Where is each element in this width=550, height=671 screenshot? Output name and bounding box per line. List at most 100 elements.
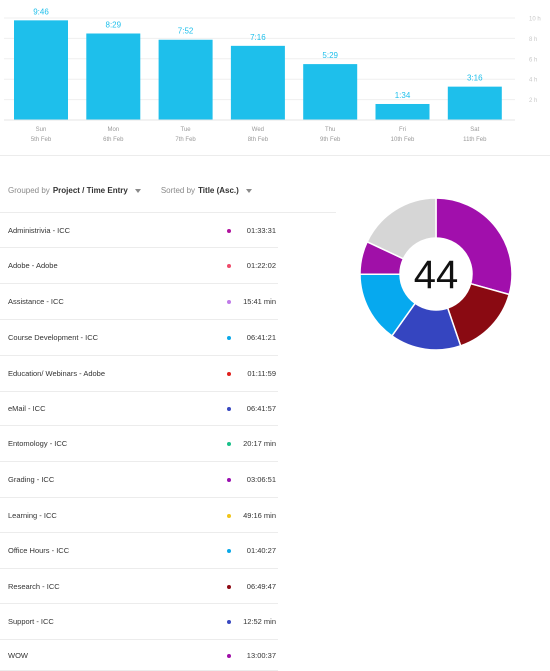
list-header-divider — [0, 212, 336, 213]
color-dot-icon — [227, 585, 231, 589]
bar-wed[interactable] — [230, 45, 285, 120]
x-tick-day: Sat — [470, 127, 479, 133]
section-divider — [0, 155, 550, 156]
entry-title: Assistance - ICC — [8, 297, 64, 306]
color-dot-icon — [227, 336, 231, 340]
entry-title: Research - ICC — [8, 582, 60, 591]
sort-by-dropdown[interactable]: Sorted by Title (Asc.) — [161, 186, 252, 195]
donut-center-label: 44 — [414, 253, 459, 297]
list-item[interactable]: Learning - ICC 49:16 min — [0, 498, 278, 533]
color-dot-icon — [227, 264, 231, 268]
color-dot-icon — [227, 300, 231, 304]
entry-duration: 01:22:02 — [246, 261, 276, 270]
entry-title: eMail - ICC — [8, 404, 46, 413]
y-tick-label: 10 h — [529, 17, 541, 23]
x-tick-date: 11th Feb — [463, 137, 487, 143]
daily-bar-chart: 2 h 4 h 6 h 8 h 10 h 9:46 Sun 5th Feb 8:29 Mon 6th… — [4, 7, 541, 143]
project-donut-chart: 44 — [359, 197, 513, 351]
list-item[interactable]: Education/ Webinars - Adobe 01:11:59 — [0, 356, 278, 392]
entry-duration: 01:33:31 — [246, 226, 276, 235]
entry-title: Education/ Webinars - Adobe — [8, 369, 106, 378]
entry-title: WOW — [8, 651, 28, 660]
color-dot-icon — [227, 442, 231, 446]
y-tick-label: 2 h — [529, 98, 537, 104]
color-dot-icon — [227, 654, 231, 658]
bar-value-label: 5:29 — [322, 51, 338, 60]
entry-duration: 49:16 min — [243, 511, 276, 520]
list-item[interactable]: Adobe - Adobe 01:22:02 — [0, 248, 278, 284]
entry-title: Course Development - ICC — [8, 333, 99, 342]
list-item[interactable]: Course Development - ICC 06:41:21 — [0, 320, 278, 356]
entry-duration: 06:41:57 — [246, 404, 276, 413]
bar-mon[interactable] — [86, 33, 141, 121]
bar-value-label: 3:16 — [467, 74, 483, 83]
entry-title: Office Hours - ICC — [8, 546, 70, 555]
bar-value-label: 9:46 — [33, 7, 49, 16]
entry-title: Grading - ICC — [8, 475, 55, 484]
color-dot-icon — [227, 620, 231, 624]
x-tick-date: 6th Feb — [103, 137, 124, 143]
bar-sun[interactable] — [14, 20, 68, 120]
x-tick-date: 8th Feb — [248, 137, 269, 143]
group-by-value: Project / Time Entry — [52, 186, 128, 195]
list-item[interactable]: Office Hours - ICC 01:40:27 — [0, 533, 278, 569]
bar-value-label: 7:52 — [178, 27, 194, 36]
y-tick-label: 8 h — [529, 37, 537, 43]
entry-duration: 13:00:37 — [246, 651, 276, 660]
x-tick-day: Mon — [107, 127, 119, 133]
bar-value-label: 7:16 — [250, 33, 266, 42]
entry-duration: 06:41:21 — [246, 333, 276, 342]
y-tick-label: 6 h — [529, 57, 537, 63]
time-entry-list: Administrivia - ICC 01:33:31 Adobe - Adobe… — [0, 213, 278, 671]
x-tick-date: 9th Feb — [320, 137, 341, 143]
list-item[interactable]: Entomology - ICC 20:17 min — [0, 426, 278, 462]
bar-value-label: 1:34 — [395, 91, 411, 100]
entry-duration: 01:40:27 — [246, 546, 276, 555]
color-dot-icon — [227, 407, 231, 411]
color-dot-icon — [227, 549, 231, 553]
list-item[interactable]: eMail - ICC 06:41:57 — [0, 392, 278, 426]
entry-duration: 03:06:51 — [246, 475, 276, 484]
entry-duration: 06:49:47 — [246, 582, 276, 591]
entry-title: Administrivia - ICC — [8, 226, 71, 235]
x-tick-day: Tue — [181, 127, 192, 133]
color-dot-icon — [227, 229, 231, 233]
x-tick-date: 7th Feb — [175, 137, 196, 143]
list-item[interactable]: WOW 13:00:37 — [0, 640, 278, 671]
color-dot-icon — [227, 372, 231, 376]
bar-value-label: 8:29 — [106, 21, 122, 30]
list-item[interactable]: Administrivia - ICC 01:33:31 — [0, 213, 278, 248]
x-tick-day: Sun — [36, 127, 47, 133]
entry-title: Entomology - ICC — [8, 439, 68, 448]
group-by-dropdown[interactable]: Grouped by Project / Time Entry — [8, 186, 141, 195]
group-by-prefix: Grouped by — [8, 186, 50, 195]
entry-title: Learning - ICC — [8, 511, 57, 520]
entry-duration: 12:52 min — [243, 617, 276, 626]
list-item[interactable]: Support - ICC 12:52 min — [0, 604, 278, 640]
chevron-down-icon — [134, 188, 141, 193]
x-tick-day: Fri — [399, 127, 406, 133]
donut-segment[interactable] — [435, 197, 513, 296]
y-tick-label: 4 h — [529, 78, 537, 84]
x-tick-day: Thu — [325, 127, 335, 133]
x-tick-date: 5th Feb — [31, 137, 52, 143]
entry-duration: 01:11:59 — [247, 369, 276, 378]
bar-thu[interactable] — [303, 64, 358, 120]
donut-segment[interactable] — [366, 197, 437, 260]
color-dot-icon — [227, 514, 231, 518]
bar-tue[interactable] — [158, 39, 213, 121]
entry-duration: 20:17 min — [243, 439, 276, 448]
entry-duration: 15:41 min — [243, 297, 276, 306]
list-item[interactable]: Assistance - ICC 15:41 min — [0, 284, 278, 320]
bar-fri[interactable] — [375, 103, 430, 120]
entry-title: Adobe - Adobe — [8, 261, 58, 270]
bar-sat[interactable] — [447, 86, 502, 120]
sort-by-value: Title (Asc.) — [198, 186, 239, 195]
x-tick-day: Wed — [252, 127, 264, 133]
list-toolbar: Grouped by Project / Time Entry Sorted b… — [8, 186, 252, 195]
list-item[interactable]: Research - ICC 06:49:47 — [0, 569, 278, 604]
list-item[interactable]: Grading - ICC 03:06:51 — [0, 462, 278, 498]
color-dot-icon — [227, 478, 231, 482]
chevron-down-icon — [245, 188, 252, 193]
x-tick-date: 10th Feb — [391, 137, 415, 143]
